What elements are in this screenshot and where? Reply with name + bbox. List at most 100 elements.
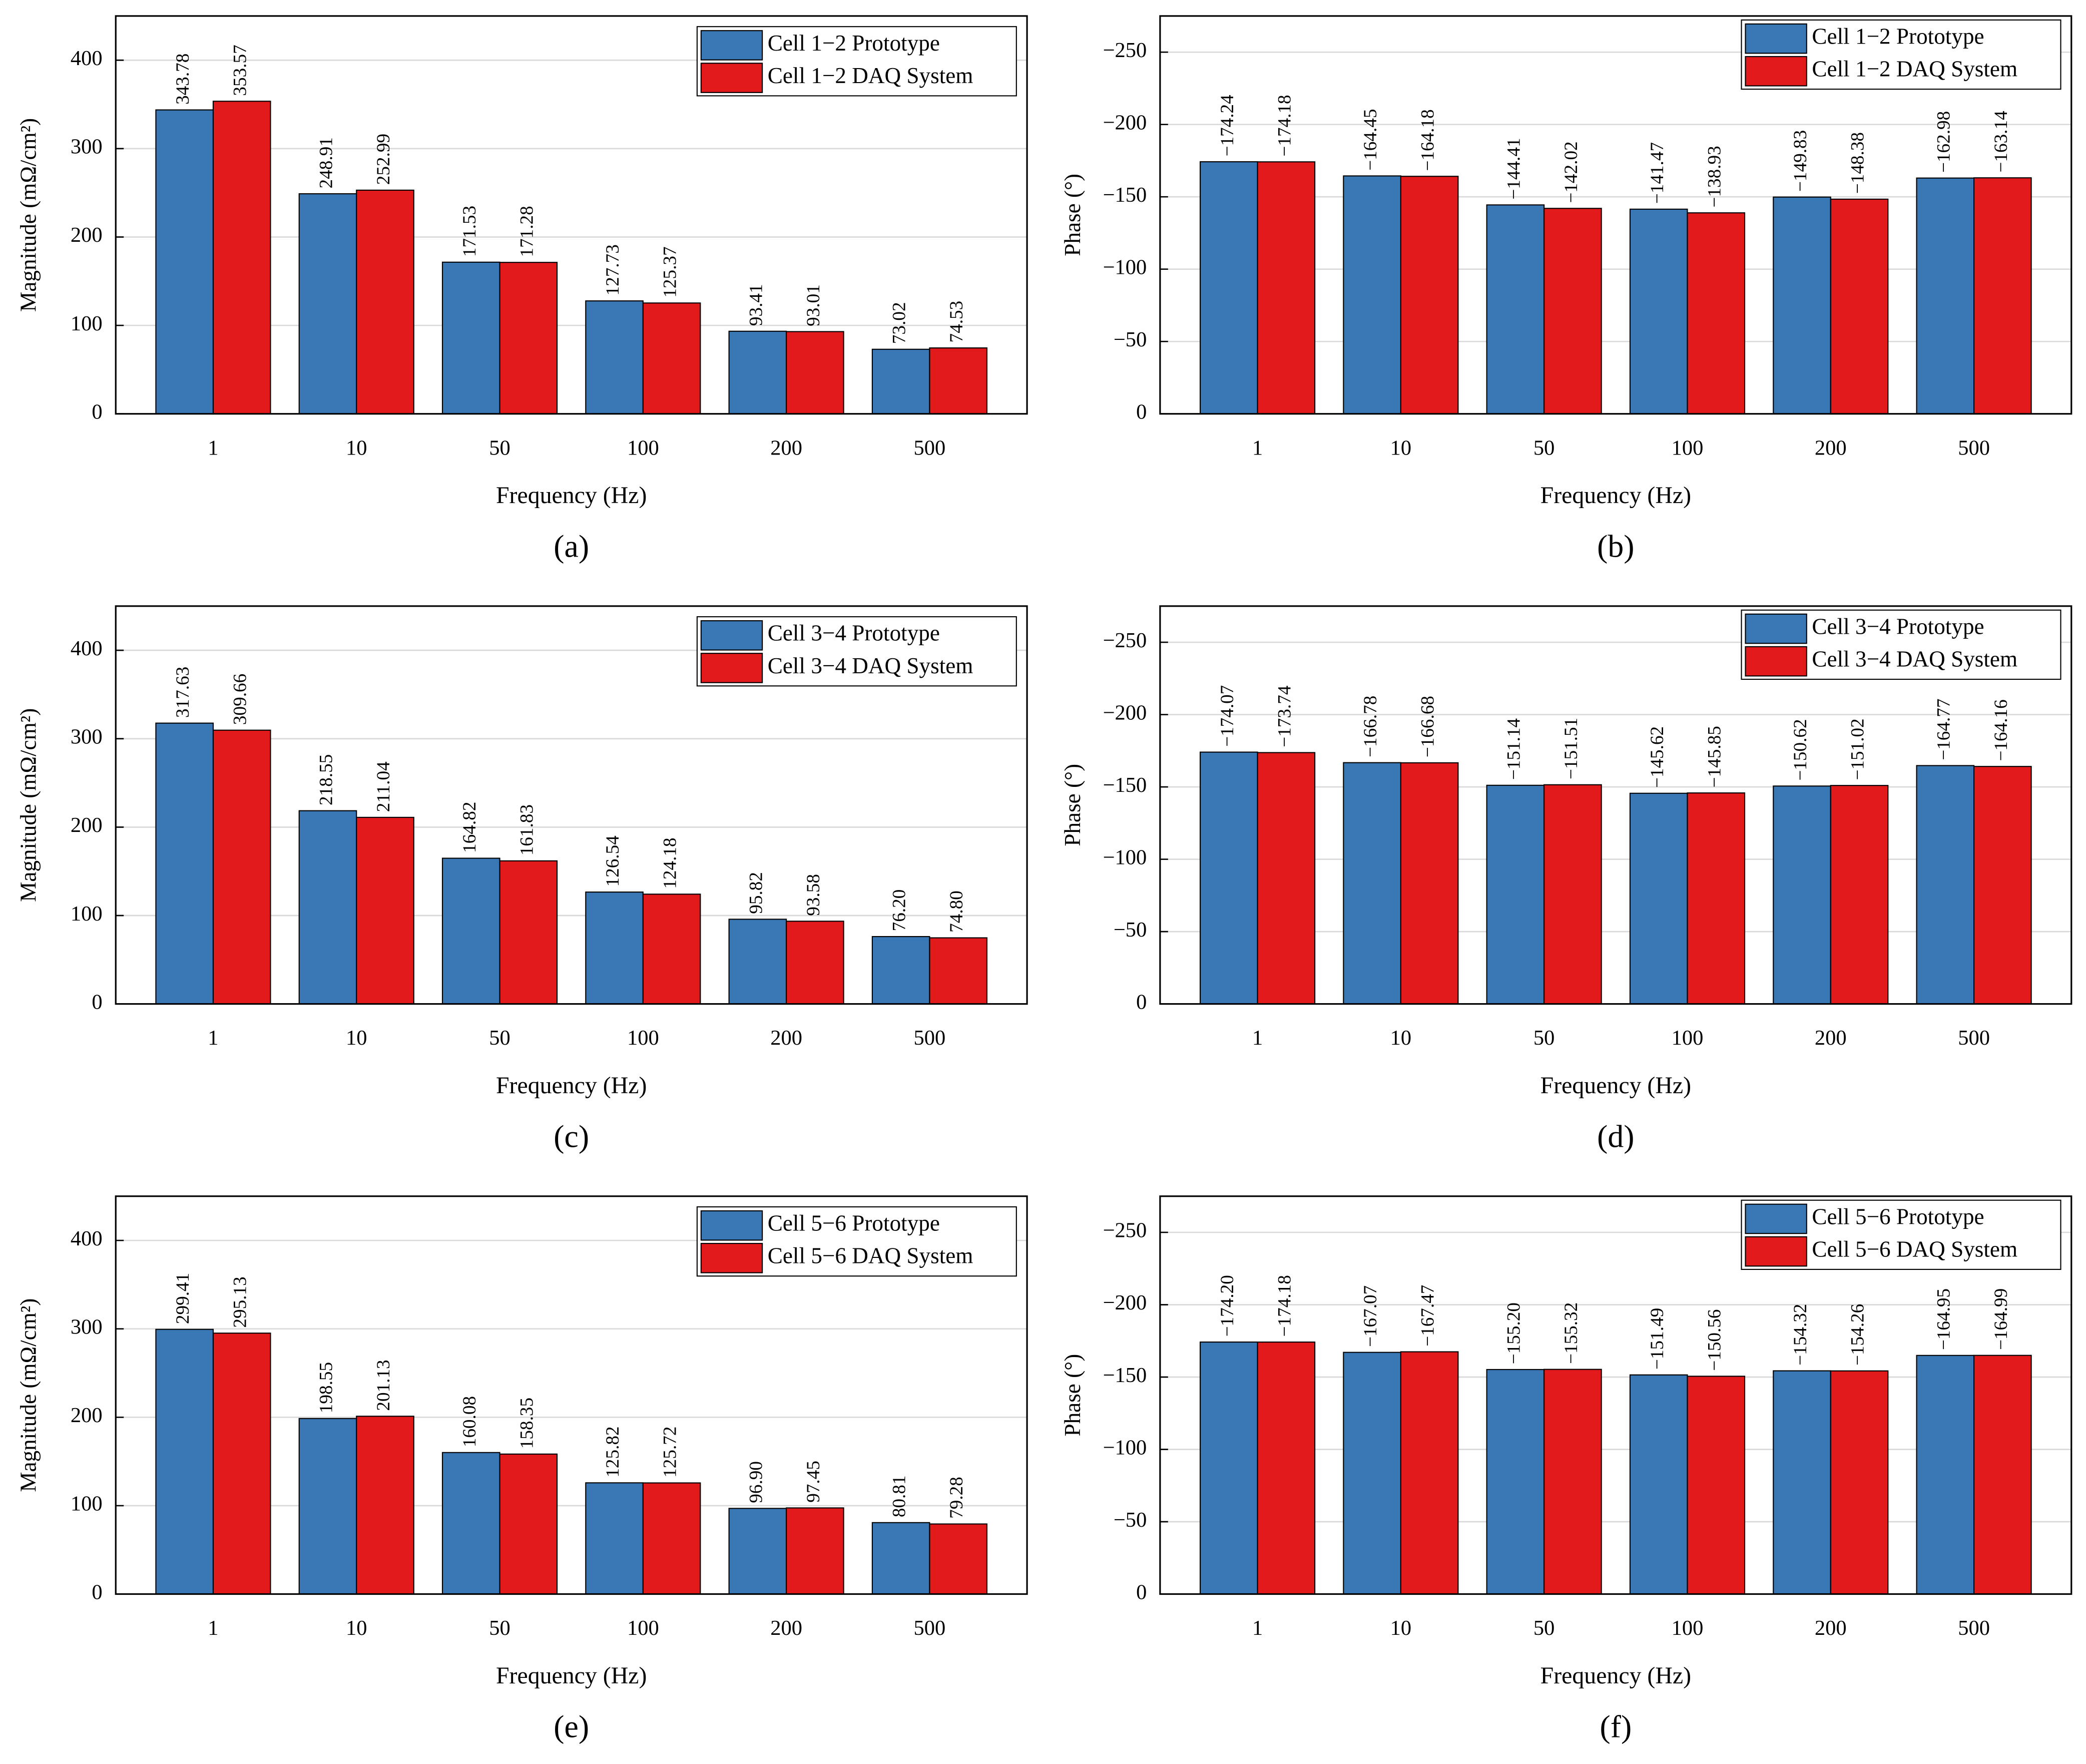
bar xyxy=(1629,1374,1688,1595)
data-label: −166.78 xyxy=(1360,696,1381,757)
legend-swatch xyxy=(700,1243,763,1273)
bar xyxy=(499,1453,558,1595)
x-tick-label: 1 xyxy=(1252,436,1263,460)
data-label: 198.55 xyxy=(316,1362,337,1413)
bar xyxy=(1629,208,1688,414)
y-tick-label: −50 xyxy=(1114,918,1147,942)
bar xyxy=(871,936,930,1005)
data-label: −164.99 xyxy=(1991,1288,2011,1350)
y-tick-label: 400 xyxy=(71,47,103,70)
y-tick-label: −200 xyxy=(1103,701,1147,724)
y-tick-label: 300 xyxy=(71,135,103,159)
x-axis-label: Frequency (Hz) xyxy=(1540,1072,1691,1099)
x-tick-label: 50 xyxy=(1533,436,1555,460)
data-label: 295.13 xyxy=(230,1276,251,1328)
plot-frame xyxy=(115,1195,1028,1595)
bar xyxy=(929,937,988,1005)
x-tick-label: 50 xyxy=(489,436,510,460)
x-tick-label: 100 xyxy=(1672,1026,1704,1050)
legend-label: Cell 1−2 Prototype xyxy=(1812,24,1984,49)
y-tick-label: −150 xyxy=(1103,183,1147,207)
bar xyxy=(212,101,271,414)
data-label: 93.41 xyxy=(746,284,766,326)
data-label: −151.51 xyxy=(1561,718,1582,779)
x-axis-label: Frequency (Hz) xyxy=(1540,1662,1691,1689)
bar xyxy=(155,722,214,1005)
legend-label: Cell 3−4 Prototype xyxy=(768,621,940,646)
x-tick-label: 200 xyxy=(1815,1616,1847,1640)
data-label: −167.07 xyxy=(1360,1285,1381,1347)
bar xyxy=(1400,176,1459,414)
y-tick-label: −50 xyxy=(1114,1508,1147,1532)
data-label: 93.58 xyxy=(803,874,824,916)
bar xyxy=(155,1329,214,1595)
legend-label: Cell 5−6 DAQ System xyxy=(1812,1236,2017,1261)
data-label: 95.82 xyxy=(746,872,766,914)
y-axis-label: Magnitude (mΩ/cm²) xyxy=(16,1298,41,1492)
y-tick-label: 0 xyxy=(1136,400,1147,423)
bar xyxy=(929,347,988,414)
bar xyxy=(786,1507,844,1595)
data-label: −162.98 xyxy=(1933,111,1954,173)
data-label: −151.02 xyxy=(1848,718,1868,780)
bar xyxy=(1629,792,1688,1005)
caption: (d) xyxy=(1597,1118,1634,1154)
x-tick-label: 10 xyxy=(1390,1616,1412,1640)
y-tick-label: −150 xyxy=(1103,773,1147,797)
data-label: 74.53 xyxy=(946,301,967,343)
data-label: 125.72 xyxy=(660,1427,681,1478)
data-label: −174.18 xyxy=(1274,1275,1295,1337)
bar xyxy=(1687,1376,1746,1595)
data-label: 211.04 xyxy=(373,761,394,812)
data-label: −154.32 xyxy=(1790,1304,1811,1366)
bar xyxy=(1486,204,1545,414)
data-label: 218.55 xyxy=(316,754,337,805)
bar xyxy=(728,1508,787,1595)
chart-panel: 0 −50 −100 −150 −200 −250 1 −174.24 −174.18 10 −16… xyxy=(1060,15,2072,564)
bar xyxy=(642,302,701,414)
y-tick-label: −50 xyxy=(1114,328,1147,351)
data-label: −164.77 xyxy=(1933,698,1954,760)
y-axis-label: Phase (°) xyxy=(1060,764,1085,846)
bar xyxy=(298,810,357,1005)
bar xyxy=(1400,1351,1459,1595)
x-tick-label: 500 xyxy=(914,436,946,460)
legend-label: Cell 5−6 Prototype xyxy=(1812,1204,1984,1229)
data-label: −144.41 xyxy=(1503,138,1524,199)
bar xyxy=(1773,196,1831,414)
bar xyxy=(298,193,357,414)
plot-frame xyxy=(1159,1195,2072,1595)
x-tick-label: 50 xyxy=(1533,1616,1555,1640)
bar xyxy=(1486,1369,1545,1595)
y-tick-label: −200 xyxy=(1103,111,1147,134)
data-label: 171.28 xyxy=(516,206,537,257)
chart-panel: 0 −50 −100 −150 −200 −250 1 −174.20 −174.18 10 −16… xyxy=(1060,1195,2072,1744)
legend-label: Cell 1−2 DAQ System xyxy=(1812,57,2017,82)
data-label: −155.20 xyxy=(1503,1302,1524,1364)
x-tick-label: 100 xyxy=(1672,436,1704,460)
legend-label: Cell 1−2 DAQ System xyxy=(768,63,973,88)
legend-swatch xyxy=(1745,23,1807,54)
bar xyxy=(585,300,644,414)
chart-panel: 0 100 200 300 400 1 343.78 353.57 10 248.91 252.99… xyxy=(16,15,1028,564)
bar xyxy=(1543,784,1602,1005)
bar xyxy=(356,189,414,414)
x-tick-label: 50 xyxy=(1533,1026,1555,1050)
y-tick-label: 0 xyxy=(1136,990,1147,1014)
plot-frame xyxy=(115,605,1028,1005)
data-label: 317.63 xyxy=(173,667,193,718)
x-tick-label: 500 xyxy=(1958,1026,1990,1050)
legend-swatch xyxy=(700,620,763,651)
x-axis-label: Frequency (Hz) xyxy=(496,482,647,509)
bar xyxy=(1973,177,2032,414)
y-tick-label: −250 xyxy=(1103,629,1147,652)
data-label: 97.45 xyxy=(803,1461,824,1503)
bar xyxy=(1257,161,1316,414)
data-label: −150.62 xyxy=(1790,719,1811,780)
bar xyxy=(1257,752,1316,1005)
y-tick-label: 100 xyxy=(71,312,103,335)
x-tick-label: 50 xyxy=(489,1026,510,1050)
data-label: −174.18 xyxy=(1274,95,1295,156)
legend-label: Cell 3−4 DAQ System xyxy=(1812,647,2017,672)
